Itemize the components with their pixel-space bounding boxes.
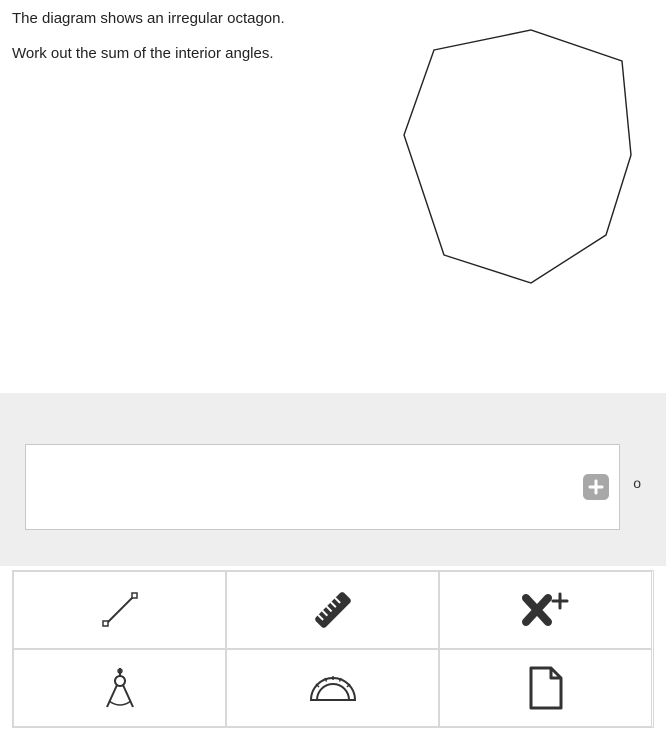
add-button[interactable] <box>583 474 609 500</box>
compass-tool[interactable] <box>13 649 226 727</box>
unit-label: o <box>633 475 641 491</box>
tools-panel <box>0 566 666 728</box>
compass-icon <box>95 663 145 713</box>
ruler-icon <box>305 582 361 638</box>
page-icon <box>525 664 567 712</box>
protractor-tool[interactable] <box>226 649 439 727</box>
question-panel: The diagram shows an irregular octagon. … <box>0 0 666 393</box>
plus-icon <box>588 479 604 495</box>
answer-input[interactable] <box>25 444 620 530</box>
tool-grid <box>12 570 654 728</box>
octagon-shape <box>404 30 631 283</box>
tool-row-1 <box>13 571 653 649</box>
x-plus-icon <box>514 586 578 634</box>
line-tool[interactable] <box>13 571 226 649</box>
answer-panel: o <box>0 393 666 566</box>
protractor-icon <box>305 668 361 708</box>
line-icon <box>92 582 148 638</box>
page-tool[interactable] <box>439 649 652 727</box>
ruler-tool[interactable] <box>226 571 439 649</box>
octagon-diagram <box>346 5 656 315</box>
tool-row-2 <box>13 649 653 727</box>
variable-tool[interactable] <box>439 571 652 649</box>
